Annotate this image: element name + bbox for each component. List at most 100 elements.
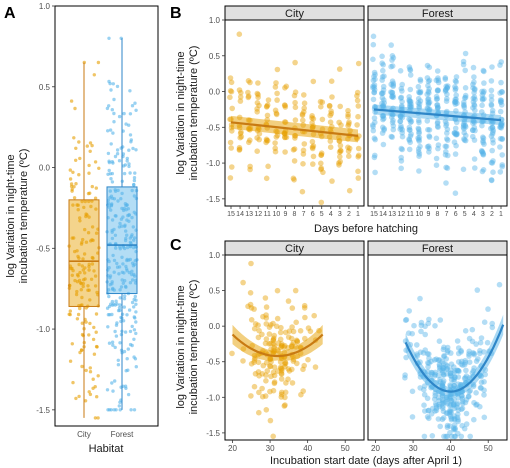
- panel-b-point: [310, 78, 317, 85]
- panel-b-point: [282, 102, 288, 109]
- panel-b-point: [442, 152, 449, 158]
- panel-b-point: [481, 141, 487, 147]
- panel-b-point: [424, 144, 431, 150]
- panel-a-point: [126, 347, 130, 351]
- panel-c-point: [455, 430, 461, 437]
- panel-a-point: [95, 345, 99, 349]
- panel-b-point: [388, 42, 395, 48]
- panel-c-point: [278, 344, 284, 351]
- panel-b-point: [453, 85, 459, 92]
- panel-a-point: [110, 230, 114, 234]
- panel-a-point: [120, 312, 125, 316]
- panel-a-boxes: [68, 38, 138, 418]
- panel-b-point: [452, 99, 459, 105]
- panel-b-point: [310, 116, 317, 122]
- panel-c-point: [439, 416, 446, 423]
- panel-a-point: [115, 302, 119, 306]
- panel-b-point: [354, 93, 360, 99]
- b-y-tick-label-4: -1.0: [206, 159, 220, 168]
- panel-c-point: [469, 338, 476, 345]
- panel-c-point: [481, 379, 487, 385]
- panel-b-point: [479, 97, 486, 103]
- panel-a-point: [110, 299, 115, 304]
- panel-a-point: [77, 173, 81, 177]
- panel-b-point: [318, 103, 324, 110]
- panel-b-point: [370, 41, 377, 48]
- panel-a-point: [74, 292, 79, 297]
- panel-b-point: [426, 145, 432, 152]
- panel-b-point: [318, 160, 324, 167]
- panel-b-point: [479, 149, 486, 155]
- panel-a-box-0: [68, 199, 100, 307]
- panel-b-point: [237, 94, 244, 100]
- panel-b-point: [389, 63, 396, 69]
- panel-b-point: [255, 91, 261, 98]
- panel-a-point: [82, 60, 87, 65]
- panel-c-point: [277, 329, 284, 336]
- panel-b-point: [452, 151, 459, 157]
- panel-a-point: [115, 152, 120, 156]
- panel-c-point: [441, 353, 447, 359]
- panel-c-point: [451, 422, 458, 428]
- panel-a-point: [133, 294, 137, 299]
- panel-a-point: [75, 289, 79, 294]
- panel-b-point: [355, 113, 361, 120]
- panel-b-point: [416, 103, 422, 110]
- panel-b-point: [272, 148, 279, 155]
- panel-a-point: [81, 257, 85, 261]
- panel-c-point: [259, 385, 265, 392]
- panel-c-point: [273, 323, 280, 330]
- panel-c-point: [259, 331, 265, 338]
- panel-a-point: [124, 229, 128, 233]
- panel-label-c: C: [170, 237, 182, 254]
- panel-a-point: [80, 240, 84, 245]
- panel-c-point: [422, 408, 428, 414]
- panel-c-point: [263, 304, 270, 310]
- panel-c-point: [458, 433, 465, 440]
- panel-c-point: [451, 378, 457, 385]
- panel-c-point: [268, 322, 274, 328]
- b-x-tick-label-0-8: 7: [302, 211, 306, 218]
- panel-b-point: [328, 110, 335, 117]
- panel-a-point: [125, 233, 129, 237]
- panel-c-point: [451, 426, 457, 433]
- panel-b-point: [497, 90, 503, 96]
- panel-c-point: [431, 373, 438, 379]
- panel-c-point: [256, 373, 262, 379]
- panel-a-point: [94, 186, 99, 190]
- panel-a-point: [74, 158, 78, 162]
- panel-c-point: [436, 397, 443, 404]
- panel-a-point: [110, 171, 115, 176]
- panel-c-point: [429, 433, 436, 439]
- panel-c-point: [278, 391, 285, 398]
- panel-c-point: [267, 340, 274, 347]
- panel-c-point: [466, 351, 472, 357]
- c-x-tick-label-0-3: 50: [341, 444, 350, 453]
- panel-b-point: [310, 153, 317, 160]
- panel-c-point: [454, 404, 461, 411]
- panel-a-point: [112, 227, 116, 232]
- panel-a-point: [79, 281, 83, 285]
- panel-b-point: [498, 125, 505, 131]
- panel-a-point: [109, 302, 113, 306]
- panel-a-point: [132, 328, 137, 332]
- panel-a-point: [78, 270, 82, 275]
- panel-b-point: [451, 130, 458, 136]
- b-x-tick-label-1-6: 9: [426, 211, 430, 218]
- panel-b-point: [397, 118, 403, 125]
- panel-a-point: [80, 199, 84, 204]
- panel-b-point: [444, 136, 450, 142]
- panel-b-point: [337, 147, 344, 154]
- b-x-tick-label-0-10: 5: [320, 211, 324, 218]
- panel-c-point: [447, 372, 454, 379]
- panel-b-point: [451, 139, 458, 145]
- panel-b-point: [389, 119, 396, 126]
- panel-a-point: [125, 357, 129, 361]
- panel-b-point: [452, 96, 459, 103]
- panel-b-point: [471, 101, 478, 108]
- panel-c-point: [263, 336, 270, 342]
- panel-b-point: [338, 148, 344, 154]
- panel-c-point: [425, 364, 431, 370]
- panel-c-point: [473, 341, 479, 347]
- panel-b-point: [371, 89, 378, 96]
